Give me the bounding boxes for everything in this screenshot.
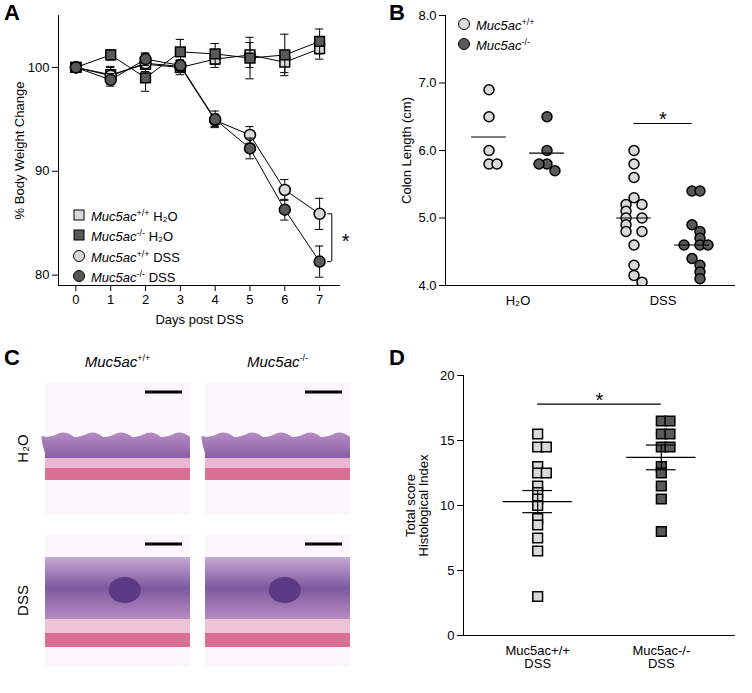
svg-text:5: 5 <box>447 563 454 578</box>
svg-text:6: 6 <box>281 292 288 307</box>
html-text:Muc5ac+/+H₂O: Muc5ac+/+H₂O <box>91 208 178 225</box>
svg-text:*: * <box>342 230 350 252</box>
html-text:Muc5ac+/+: Muc5ac+/+ <box>476 17 535 34</box>
svg-text:7.0: 7.0 <box>418 75 436 90</box>
html-text:B: B <box>389 0 405 25</box>
html-text:D: D <box>389 345 405 370</box>
svg-text:% Body Weight Change: % Body Weight Change <box>12 82 27 220</box>
svg-text:0: 0 <box>72 292 79 307</box>
svg-text:0: 0 <box>447 628 454 643</box>
svg-text:7: 7 <box>316 292 323 307</box>
svg-text:5: 5 <box>246 292 253 307</box>
svg-text:Days post DSS: Days post DSS <box>155 312 243 327</box>
svg-text:Total scoreHistological Index: Total scoreHistological Index <box>403 454 431 556</box>
svg-text:6.0: 6.0 <box>418 143 436 158</box>
html-text:DSS: DSS <box>13 585 31 616</box>
svg-text:90: 90 <box>35 163 49 178</box>
html-text:H₂O: H₂O <box>13 434 31 463</box>
html-text:A: A <box>4 0 20 25</box>
svg-text:20: 20 <box>440 368 454 383</box>
svg-text:*: * <box>596 389 604 411</box>
html-text:C: C <box>4 345 20 370</box>
svg-text:2: 2 <box>142 292 149 307</box>
svg-text:1: 1 <box>107 292 114 307</box>
svg-text:4: 4 <box>212 292 219 307</box>
html-text:Muc5ac-/-: Muc5ac-/- <box>247 353 308 370</box>
svg-text:15: 15 <box>440 433 454 448</box>
html-text:Muc5ac-/-DSS: Muc5ac-/-DSS <box>91 269 176 286</box>
html-text:Muc5ac-/-: Muc5ac-/- <box>476 37 530 54</box>
svg-text:Muc5ac+/+DSS: Muc5ac+/+DSS <box>506 643 570 671</box>
svg-text:*: * <box>659 108 667 130</box>
svg-text:100: 100 <box>28 60 50 75</box>
svg-text:4.0: 4.0 <box>418 278 436 293</box>
svg-text:Muc5ac-/-DSS: Muc5ac-/-DSS <box>632 643 690 671</box>
html-text:Muc5ac+/+: Muc5ac+/+ <box>84 353 151 370</box>
svg-text:DSS: DSS <box>650 293 677 308</box>
svg-text:Colon Length (cm): Colon Length (cm) <box>399 97 414 204</box>
html-text:Muc5ac-/-H₂O: Muc5ac-/-H₂O <box>91 228 174 245</box>
svg-text:80: 80 <box>35 267 49 282</box>
svg-text:3: 3 <box>177 292 184 307</box>
svg-text:10: 10 <box>440 498 454 513</box>
svg-text:H₂O: H₂O <box>506 293 531 308</box>
html-text:Muc5ac+/+DSS: Muc5ac+/+DSS <box>91 248 180 265</box>
svg-text:8.0: 8.0 <box>418 8 436 23</box>
svg-text:5.0: 5.0 <box>418 210 436 225</box>
